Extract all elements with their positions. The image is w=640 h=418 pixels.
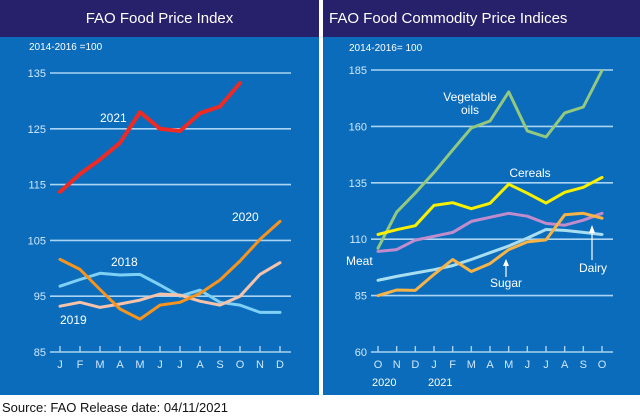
sugar-arrow-icon [503, 259, 509, 277]
x-tick-label: J [57, 359, 63, 371]
x-tick-label: S [216, 359, 223, 371]
annotation-vegetable: Vegetable [443, 90, 497, 104]
annotation-2021: 2021 [100, 111, 127, 125]
y-tick-label: 60 [355, 347, 367, 359]
x-tick-label: S [580, 359, 587, 371]
x-tick-label: A [116, 359, 124, 371]
x-tick-label: A [561, 359, 569, 371]
x-tick-label: F [77, 359, 84, 371]
series-line-2021 [58, 81, 242, 194]
right-chart-title: FAO Food Commodity Price Indices [323, 0, 640, 37]
annotation-2018: 2018 [111, 255, 138, 269]
x-tick-label: D [411, 359, 419, 371]
annotation-2019: 2019 [60, 313, 87, 327]
right-series [376, 69, 604, 298]
annotation-cereals: Cereals [509, 166, 550, 180]
y-tick-label: 135 [349, 178, 367, 190]
series-line-cereals [376, 175, 604, 236]
x-tick-label: O [374, 359, 383, 371]
y-tick-label: 105 [28, 235, 46, 247]
x-tick-label: N [256, 359, 264, 371]
x-tick-label: A [196, 359, 204, 371]
series-line-dairy [376, 228, 604, 282]
x-tick-label: D [276, 359, 284, 371]
annotation-oils: oils [461, 103, 479, 117]
food-price-index-panel: FAO Food Price Index 2014-2016 =100 85 95… [0, 0, 319, 395]
y-tick-label: 125 [28, 124, 46, 136]
y-tick-label: 135 [28, 68, 46, 80]
x-tick-label: O [598, 359, 607, 371]
x-tick-label: M [504, 359, 513, 371]
x-tick-label: J [431, 359, 437, 371]
annotation-2020: 2020 [232, 210, 259, 224]
commodity-price-indices-panel: FAO Food Commodity Price Indices 2014-20… [323, 0, 640, 395]
dairy-arrow-icon [589, 225, 595, 260]
left-series [58, 81, 282, 321]
right-chart-subtitle: 2014-2016= 100 [349, 43, 423, 54]
x-tick-label: N [393, 359, 401, 371]
year-label: 2021 [428, 377, 452, 389]
x-tick-label: J [543, 359, 549, 371]
x-tick-label: M [467, 359, 476, 371]
series-line-2020 [58, 219, 282, 321]
annotation-meat: Meat [346, 254, 373, 268]
x-tick-label: J [177, 359, 183, 371]
source-note: Source: FAO Release date: 04/11/2021 [2, 400, 228, 415]
year-label: 2020 [372, 377, 396, 389]
x-tick-label: A [486, 359, 494, 371]
x-tick-label: M [95, 359, 104, 371]
right-annotations: Vegetable oils Cereals Meat Sugar Dairy [346, 90, 607, 290]
annotation-dairy: Dairy [579, 261, 607, 275]
left-annotations: 2021 2020 2018 2019 [60, 111, 259, 327]
series-line-sugar [376, 211, 604, 298]
y-tick-label: 95 [34, 291, 46, 303]
y-tick-label: 115 [28, 180, 46, 192]
x-tick-label: F [449, 359, 456, 371]
x-tick-label: O [236, 359, 245, 371]
y-tick-label: 85 [34, 347, 46, 359]
annotation-sugar: Sugar [490, 276, 522, 290]
y-tick-label: 160 [349, 121, 367, 133]
series-line-meat [376, 211, 604, 253]
series-line-2019 [58, 261, 282, 309]
y-tick-label: 110 [349, 234, 367, 246]
left-chart-subtitle: 2014-2016 =100 [29, 42, 103, 53]
y-tick-label: 85 [355, 291, 367, 303]
series-line-vegetable-oils [376, 69, 604, 250]
left-chart-title: FAO Food Price Index [0, 0, 319, 37]
x-tick-label: M [135, 359, 144, 371]
x-tick-label: J [525, 359, 531, 371]
series-line-2018 [58, 271, 282, 314]
x-tick-label: J [157, 359, 163, 371]
y-tick-label: 185 [349, 65, 367, 77]
